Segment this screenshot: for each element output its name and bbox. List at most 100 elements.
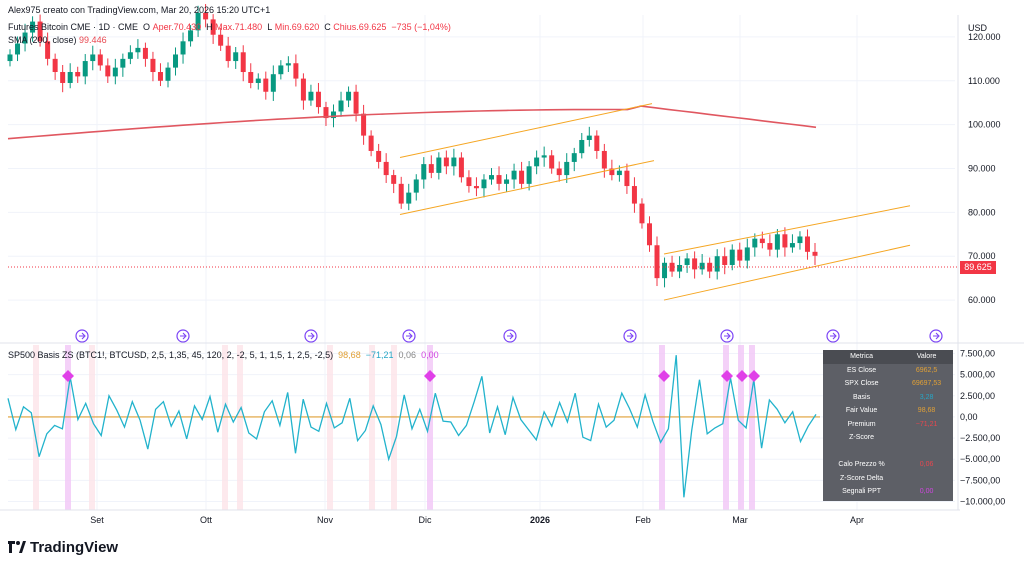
overlay-lines [7, 103, 958, 343]
candle-body [398, 183, 404, 204]
candle-body [210, 19, 216, 35]
candle-body [624, 170, 630, 187]
candle-body [699, 262, 705, 270]
y-tick-label: 120.000 [968, 32, 1001, 42]
candle-body [406, 192, 412, 204]
candle-body [752, 238, 758, 248]
candle-body [376, 150, 382, 162]
indicator-v3: 0,06 [398, 350, 417, 360]
signal-band [427, 345, 433, 510]
candle-body [218, 34, 224, 46]
candle-body [526, 166, 532, 184]
candle-body [496, 175, 502, 184]
y-tick-label: 110.000 [968, 76, 1000, 86]
candle-body [338, 100, 344, 112]
candle-body [323, 107, 329, 119]
candle-body [646, 223, 652, 246]
tradingview-logo[interactable]: TradingView [8, 539, 118, 556]
indicator-v4: 0,00 [421, 350, 439, 360]
last-price-tag: 89.625 [960, 261, 996, 274]
indicator-legend[interactable]: SP500 Basis ZS (BTC1!, BTCUSD, 2,5, 1,35… [8, 350, 439, 360]
candle-body [804, 236, 810, 252]
osc-y-tick-label: 5.000,00 [960, 370, 995, 380]
candle-body [195, 12, 201, 31]
author-line: Alex975 creato con TradingView.com, Mar … [8, 5, 271, 15]
channel-lower-2 [663, 244, 911, 301]
osc-y-tick-label: −10.000,00 [960, 497, 1005, 507]
metric-label: ES Close [846, 366, 877, 374]
osc-y-tick-label: −7.500,00 [960, 475, 1000, 485]
candle-body [60, 72, 66, 83]
candle-body [165, 67, 171, 81]
candle-body [368, 135, 374, 151]
candle-body [677, 264, 683, 272]
metric-value: −71,21 [915, 420, 938, 428]
sma-label: SMA (200, close) [8, 35, 77, 45]
low-value: Min.69.620 [274, 22, 320, 32]
candle-body [248, 72, 254, 83]
signal-band [237, 345, 243, 510]
candle-body [293, 63, 299, 79]
y-tick-label: 60.000 [968, 295, 996, 305]
candle-body [428, 164, 434, 173]
candle-body [571, 153, 577, 162]
metric-value [900, 445, 953, 459]
candle-body [519, 170, 525, 184]
x-tick-label: 2026 [530, 515, 550, 525]
x-tick-label: Set [90, 515, 104, 525]
candle-body [451, 157, 457, 167]
candle-body [594, 135, 600, 151]
signal-band [33, 345, 39, 510]
candle-body [639, 203, 645, 224]
candle-body [37, 21, 43, 42]
candle-body [579, 139, 585, 154]
x-tick-label: Ott [200, 515, 213, 525]
candle-body [473, 186, 479, 189]
metric-label: Z-Score Delta [839, 474, 884, 482]
signal-band [89, 345, 95, 510]
candle-body [142, 47, 148, 59]
oscillator-pane [7, 345, 955, 510]
signal-diamond [658, 370, 670, 382]
osc-y-tick-label: 7.500,00 [960, 348, 995, 358]
y-tick-label: 70.000 [968, 251, 996, 261]
signal-diamond [721, 370, 733, 382]
candle-body [391, 175, 397, 184]
osc-y-tick-label: 2.500,00 [960, 391, 995, 401]
candle-body [45, 41, 51, 59]
candle-body [797, 236, 803, 244]
candle-body [180, 41, 186, 55]
metric-label: Calo Prezzo % [838, 461, 885, 469]
x-tick-label: Feb [635, 515, 651, 525]
candle-body [90, 54, 96, 62]
candle-body [67, 72, 73, 83]
channel-upper-1 [399, 103, 653, 159]
x-tick-label: Mar [732, 515, 748, 525]
candle-body [233, 52, 239, 62]
metric-label: SPX Close [844, 380, 879, 388]
candle-body [586, 135, 592, 140]
signal-band [65, 345, 71, 510]
event-arrow-icon [627, 332, 634, 340]
candle-body [609, 168, 615, 176]
candle-body [654, 245, 660, 279]
candle-body [157, 72, 163, 81]
candle-body [7, 54, 13, 62]
brand-name: TradingView [30, 539, 119, 556]
sma-value: 99.446 [79, 35, 107, 45]
candle-body [331, 111, 337, 119]
candle-body [534, 157, 540, 167]
candle-body [285, 63, 291, 66]
candle-body [692, 258, 698, 270]
metric-label [823, 445, 900, 459]
indicator-title: SP500 Basis ZS (BTC1!, BTCUSD, 2,5, 1,35… [8, 350, 334, 360]
symbol-name[interactable]: Futures Bitcoin CME · 1D · CME [8, 22, 139, 32]
event-arrow-icon [507, 332, 514, 340]
signal-band [749, 345, 755, 510]
candle-body [759, 238, 765, 244]
metrics-header-value: Valore [900, 350, 953, 364]
y-tick-label: 100.000 [968, 120, 1001, 130]
metric-value: 3,28 [919, 393, 934, 401]
sma-legend[interactable]: SMA (200, close) 99.446 [8, 35, 107, 45]
metric-value: 0,06 [919, 461, 934, 469]
